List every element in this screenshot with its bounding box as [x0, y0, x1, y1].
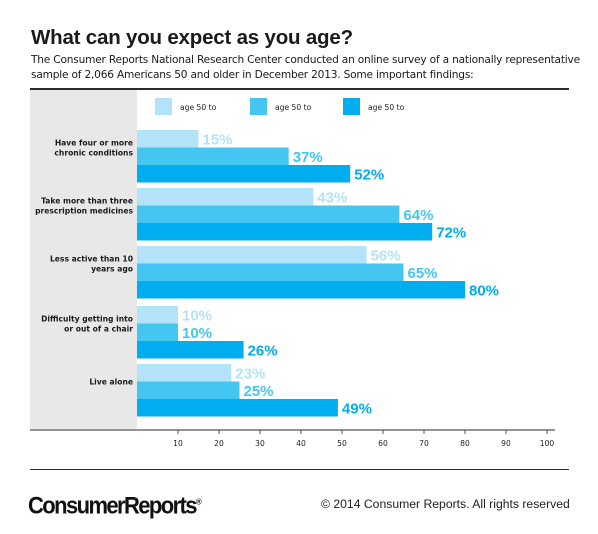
category-panel	[30, 90, 137, 429]
category-label-3-2: years ago	[91, 265, 133, 274]
category-label-5-1: Live alone	[89, 378, 133, 387]
x-tick-label-60: 60	[378, 439, 388, 448]
x-tick-label-70: 70	[419, 439, 429, 448]
bar-1-1	[137, 130, 199, 148]
value-label-1-2: 37%	[293, 149, 323, 166]
value-label-4-1: 10%	[182, 308, 212, 325]
x-tick-label-100: 100	[540, 439, 555, 448]
value-label-3-3: 80%	[469, 283, 499, 300]
x-tick-label-80: 80	[460, 439, 470, 448]
value-label-4-3: 26%	[248, 343, 278, 360]
legend-label-1: age 50 to	[180, 103, 217, 112]
copyright-notice: © 2014 Consumer Reports. All rights rese…	[321, 497, 570, 511]
consumer-reports-logo: ConsumerReports®	[28, 492, 202, 520]
value-label-4-2: 10%	[182, 325, 212, 342]
logo-text: ConsumerReports	[28, 492, 198, 519]
value-label-3-1: 56%	[371, 248, 401, 265]
category-label-4-2: or out of a chair	[64, 325, 133, 334]
category-label-1-1: Have four or more	[55, 139, 133, 148]
chart-title: What can you expect as you age?	[31, 26, 353, 49]
bar-4-1	[137, 306, 178, 324]
category-label-3-1: Less active than 10	[50, 255, 133, 264]
value-label-5-3: 49%	[342, 401, 372, 418]
bar-4-3	[137, 341, 244, 359]
bar-5-2	[137, 381, 240, 399]
bar-1-3	[137, 165, 351, 183]
bar-3-2	[137, 263, 404, 281]
category-label-1-2: chronic conditions	[54, 149, 133, 158]
legend-swatch-1	[155, 98, 172, 115]
bottom-rule	[30, 469, 569, 471]
value-label-1-1: 15%	[203, 132, 233, 149]
legend-label-2: age 50 to	[275, 103, 312, 112]
bar-2-1	[137, 188, 314, 206]
value-label-3-2: 65%	[408, 265, 438, 282]
x-tick-label-20: 20	[214, 439, 224, 448]
x-tick-label-50: 50	[337, 439, 347, 448]
legend-label-3: age 50 to	[368, 103, 405, 112]
bar-2-3	[137, 223, 433, 241]
value-label-5-1: 23%	[235, 366, 265, 383]
top-rule	[30, 88, 569, 90]
value-label-1-3: 52%	[354, 167, 384, 184]
registered-mark: ®	[195, 497, 202, 507]
category-label-4-1: Difficulty getting into	[41, 315, 133, 324]
bar-4-2	[137, 323, 178, 341]
bar-2-2	[137, 205, 400, 223]
x-tick-label-40: 40	[296, 439, 306, 448]
x-tick-label-30: 30	[255, 439, 265, 448]
value-label-2-1: 43%	[317, 190, 347, 207]
x-tick-label-10: 10	[173, 439, 183, 448]
category-label-2-2: prescription medicines	[35, 207, 133, 216]
value-label-5-2: 25%	[244, 383, 274, 400]
chart-subtitle: The Consumer Reports National Research C…	[31, 54, 580, 81]
legend-swatch-2	[250, 98, 267, 115]
bar-5-1	[137, 364, 232, 382]
x-tick-label-90: 90	[501, 439, 511, 448]
category-label-2-1: Take more than three	[41, 197, 133, 206]
bar-3-3	[137, 281, 465, 299]
value-label-2-3: 72%	[436, 225, 466, 242]
legend-swatch-3	[343, 98, 360, 115]
bar-5-3	[137, 399, 338, 417]
bar-1-2	[137, 147, 289, 165]
value-label-2-2: 64%	[403, 207, 433, 224]
bar-3-1	[137, 246, 367, 264]
